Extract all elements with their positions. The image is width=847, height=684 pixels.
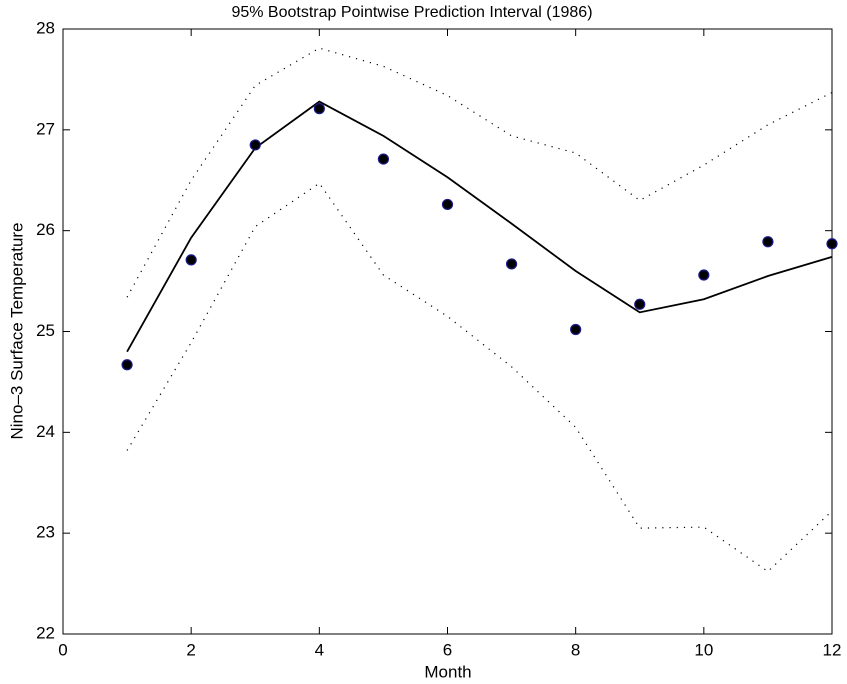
x-tick-label: 0 [58, 640, 67, 659]
y-tick-label: 23 [36, 523, 55, 542]
data-point [249, 139, 261, 151]
y-tick-label: 25 [36, 321, 55, 340]
x-tick-label: 12 [823, 640, 842, 659]
x-axis-label: Month [424, 662, 471, 681]
y-tick-label: 24 [36, 422, 55, 441]
data-point [762, 236, 774, 248]
data-point [698, 269, 710, 281]
y-axis-label: Nino–3 Surface Temperature [7, 222, 26, 439]
interval-line [126, 182, 833, 573]
x-tick-label: 8 [571, 640, 580, 659]
fit-line [126, 100, 833, 353]
chart-title: 95% Bootstrap Pointwise Prediction Inter… [231, 4, 592, 21]
data-point [441, 198, 454, 211]
data-point [826, 238, 838, 250]
data-point [634, 298, 646, 310]
y-tick-label: 27 [36, 119, 55, 138]
x-tick-label: 6 [443, 640, 452, 659]
data-point [185, 254, 197, 266]
data-point [313, 103, 325, 115]
data-point [505, 258, 518, 270]
interval-line [126, 47, 833, 298]
data-point [121, 359, 133, 371]
data-point [377, 153, 390, 165]
data-point [570, 323, 582, 336]
x-tick-label: 2 [186, 640, 195, 659]
y-tick-label: 22 [36, 623, 55, 642]
y-tick-label: 28 [36, 18, 55, 37]
y-tick-label: 26 [36, 220, 55, 239]
x-tick-label: 10 [694, 640, 713, 659]
plot-area [62, 28, 833, 635]
x-tick-label: 4 [315, 640, 324, 659]
